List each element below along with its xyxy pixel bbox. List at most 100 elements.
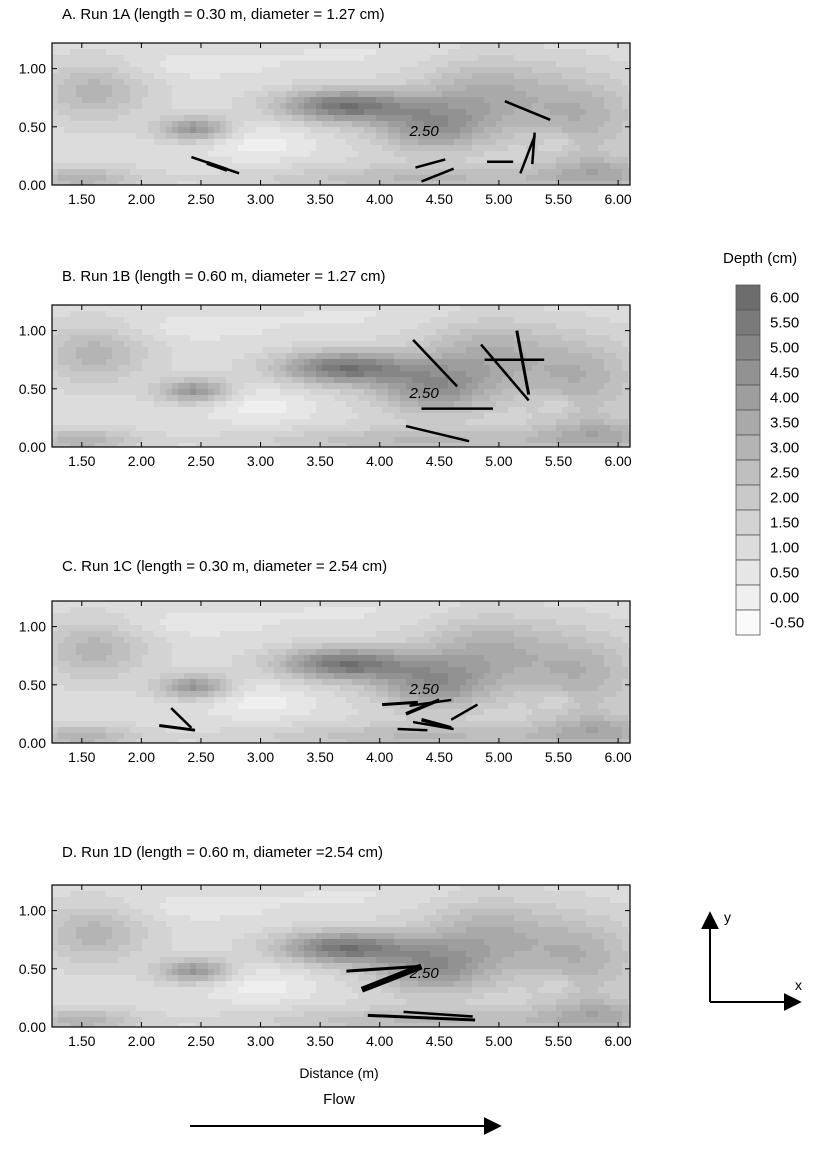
- debris-piece: [415, 158, 446, 169]
- x-tick-label: 3.00: [247, 749, 274, 765]
- contour-label: 2.50: [409, 385, 440, 402]
- colorbar-level-label: 5.50: [770, 315, 799, 332]
- colorbar-swatches: 6.00 5.50 5.00 4.50 4.00 3.50 3.00 2.50 2.00 1.50…: [735, 284, 804, 636]
- colorbar-swatch: [735, 434, 761, 461]
- panel-a: A. Run 1A (length = 0.30 m, diameter = 1…: [19, 6, 632, 207]
- panel-b: B. Run 1B (length = 0.60 m, diameter = 1…: [19, 268, 632, 469]
- y-tick-label: 0.50: [19, 961, 46, 977]
- plot-frame: [51, 884, 631, 1028]
- x-tick-label: 3.00: [247, 191, 274, 207]
- x-tick-label: 6.00: [604, 191, 631, 207]
- x-tick-label: 2.00: [128, 749, 155, 765]
- x-tick-label: 3.50: [307, 453, 334, 469]
- y-tick-label: 1.00: [19, 323, 46, 339]
- depth-field: [52, 305, 631, 448]
- x-tick-label: 4.00: [366, 1033, 393, 1049]
- debris-piece: [504, 100, 551, 121]
- panel-title: B. Run 1B (length = 0.60 m, diameter = 1…: [62, 268, 386, 285]
- x-tick-label: 1.50: [68, 191, 95, 207]
- x-tick-label: 2.00: [128, 1033, 155, 1049]
- x-tick-label: 2.00: [128, 191, 155, 207]
- x-tick-label: 6.00: [604, 1033, 631, 1049]
- panel-title: C. Run 1C (length = 0.30 m, diameter = 2…: [62, 558, 387, 575]
- x-tick-label: 6.00: [604, 749, 631, 765]
- x-tick-label: 1.50: [68, 749, 95, 765]
- x-tick-label: 1.50: [68, 1033, 95, 1049]
- x-tick-label: 5.00: [485, 191, 512, 207]
- y-tick-label: 0.00: [19, 1019, 46, 1035]
- y-tick-label: 0.50: [19, 677, 46, 693]
- panel-title: D. Run 1D (length = 0.60 m, diameter =2.…: [62, 844, 383, 861]
- colorbar-level-label: 2.50: [770, 465, 799, 482]
- panel-title: A. Run 1A (length = 0.30 m, diameter = 1…: [62, 6, 385, 23]
- debris-piece: [531, 132, 536, 165]
- colorbar-swatch: [735, 309, 761, 336]
- x-tick-label: 4.50: [426, 453, 453, 469]
- x-tick-label: 3.50: [307, 191, 334, 207]
- debris-piece: [159, 724, 196, 732]
- x-tick-label: 5.00: [485, 749, 512, 765]
- depth-field: [52, 601, 631, 744]
- colorbar-level-label: 4.00: [770, 390, 799, 407]
- x-tick-label: 4.00: [366, 453, 393, 469]
- y-tick-label: 0.50: [19, 119, 46, 135]
- x-tick-label: 1.50: [68, 453, 95, 469]
- x-tick-label: 5.50: [545, 453, 572, 469]
- x-tick-label: 4.00: [366, 749, 393, 765]
- x-tick-label: 3.00: [247, 1033, 274, 1049]
- contour-label: 2.50: [409, 123, 440, 140]
- colorbar-level-label: 0.50: [770, 565, 799, 582]
- x-tick-label: 4.50: [426, 1033, 453, 1049]
- colorbar-title: Depth (cm): [723, 250, 797, 267]
- colorbar-level-label: 5.00: [770, 340, 799, 357]
- colorbar-swatch: [735, 384, 761, 411]
- colorbar-level-label: 1.50: [770, 515, 799, 532]
- debris-piece: [346, 964, 418, 973]
- colorbar-swatch: [735, 509, 761, 536]
- colorbar-level-label: 2.00: [770, 490, 799, 507]
- colorbar: Depth (cm) 6.00 5.50 5.00 4.50 4.00 3.50 3.00 2…: [723, 250, 804, 636]
- x-tick-label: 5.50: [545, 1033, 572, 1049]
- y-tick-label: 1.00: [19, 903, 46, 919]
- colorbar-level-label: 1.00: [770, 540, 799, 557]
- depth-field: [52, 885, 631, 1028]
- debris-piece: [412, 339, 459, 388]
- debris-piece: [403, 1010, 473, 1018]
- colorbar-level-label: 6.00: [770, 290, 799, 307]
- colorbar-level-label: 3.00: [770, 440, 799, 457]
- x-tick-label: 2.50: [187, 1033, 214, 1049]
- colorbar-swatch: [735, 484, 761, 511]
- x-tick-label: 2.50: [187, 191, 214, 207]
- colorbar-swatch: [735, 584, 761, 611]
- x-tick-label: 5.00: [485, 453, 512, 469]
- debris-piece: [420, 167, 455, 183]
- colorbar-swatch: [735, 334, 761, 361]
- x-tick-label: 6.00: [604, 453, 631, 469]
- x-tick-label: 5.00: [485, 1033, 512, 1049]
- debris-piece: [412, 720, 454, 731]
- plot-frame: [51, 600, 631, 744]
- coordinate-axes-indicator: y x: [701, 909, 802, 1011]
- debris-piece: [382, 700, 418, 707]
- debris-piece: [367, 1013, 476, 1022]
- contour-panels: A. Run 1A (length = 0.30 m, diameter = 1…: [19, 6, 632, 1049]
- debris-piece: [409, 698, 452, 707]
- colorbar-level-label: 0.00: [770, 590, 799, 607]
- x-tick-label: 5.50: [545, 191, 572, 207]
- debris-piece: [515, 330, 531, 395]
- debris-piece: [519, 135, 536, 174]
- debris-piece: [206, 160, 228, 172]
- panel-c: C. Run 1C (length = 0.30 m, diameter = 2…: [19, 558, 632, 765]
- y-tick-label: 0.00: [19, 177, 46, 193]
- y-tick-label: 1.00: [19, 61, 46, 77]
- colorbar-swatch: [735, 284, 761, 311]
- debris-piece: [405, 424, 470, 443]
- x-direction-label: x: [795, 977, 802, 993]
- x-tick-label: 3.50: [307, 1033, 334, 1049]
- x-tick-label: 2.50: [187, 749, 214, 765]
- depth-field: [52, 43, 631, 186]
- x-tick-label: 3.50: [307, 749, 334, 765]
- flow-label: Flow: [323, 1091, 355, 1108]
- y-tick-label: 0.00: [19, 439, 46, 455]
